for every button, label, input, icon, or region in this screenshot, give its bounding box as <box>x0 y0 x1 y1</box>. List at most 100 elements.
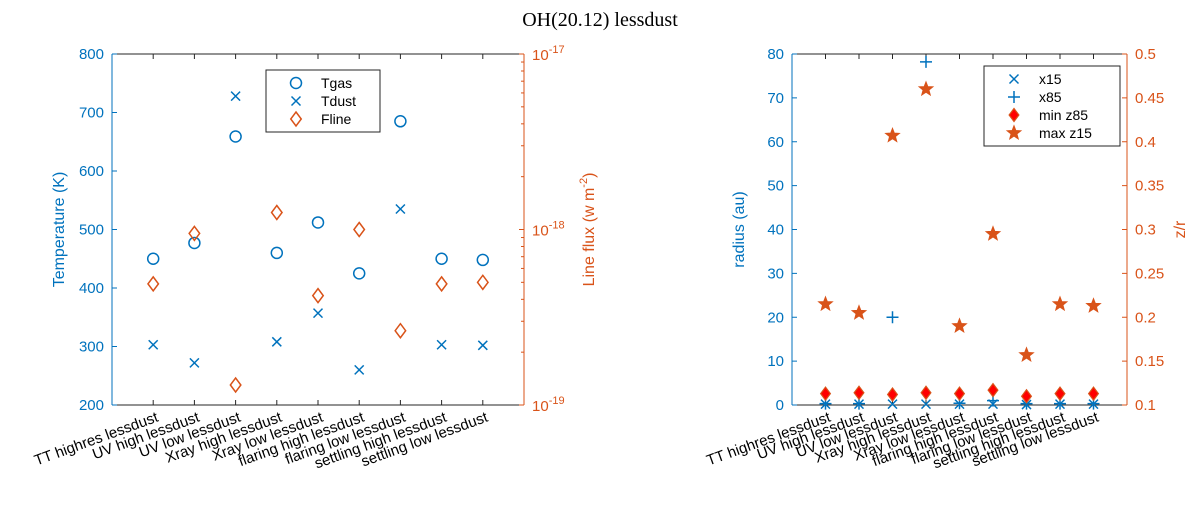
point-min-z85 <box>1020 388 1033 404</box>
right-tick-label: 0.3 <box>1135 222 1156 239</box>
left-axis-label: Temperature (K) <box>51 172 68 288</box>
point-fline <box>147 275 160 293</box>
point-min-z85 <box>853 385 865 401</box>
point-min-z85 <box>1087 386 1100 402</box>
left-tick-label: 10 <box>767 353 784 370</box>
point-tgas <box>146 252 160 265</box>
legend-marker <box>290 95 302 107</box>
point-max-z15 <box>817 295 834 312</box>
point-tgas <box>476 253 490 267</box>
point-tdust <box>312 308 324 319</box>
left-tick-label: 200 <box>79 397 104 414</box>
legend-label: min z85 <box>1039 107 1088 123</box>
right-tick-label: 0.35 <box>1135 178 1164 195</box>
legend-label: x85 <box>1039 89 1062 105</box>
point-min-z85 <box>1054 386 1066 402</box>
left-axis-label: radius (au) <box>731 191 748 267</box>
right-tick-label: 0.25 <box>1135 265 1164 282</box>
point-tdust <box>436 339 447 350</box>
point-x15 <box>887 399 898 410</box>
left-tick-label: 20 <box>767 309 784 326</box>
point-fline <box>476 274 489 291</box>
point-tgas <box>394 115 407 128</box>
figure-title: OH(20.12) lessdust <box>522 9 678 31</box>
point-fline <box>229 376 242 394</box>
point-fline <box>188 225 201 242</box>
left-tick-label: 800 <box>79 46 104 63</box>
left-tick-label: 700 <box>79 105 104 122</box>
point-min-z85 <box>920 385 932 401</box>
legend-label: Tdust <box>321 93 356 109</box>
point-tdust <box>230 91 241 102</box>
left-tick-label: 30 <box>767 265 784 282</box>
point-x85 <box>886 311 899 324</box>
right-tick-label: 0.45 <box>1135 90 1164 107</box>
left-tick-label: 40 <box>767 222 784 239</box>
point-tdust <box>271 336 282 347</box>
legend-box <box>983 65 1121 147</box>
point-tgas <box>188 236 201 250</box>
legend-label: max z15 <box>1039 125 1092 141</box>
legend-label: Fline <box>321 111 352 127</box>
point-max-z15 <box>1051 295 1069 312</box>
point-min-z85 <box>886 386 899 402</box>
left-tick-label: 300 <box>79 339 104 356</box>
point-tdust <box>395 203 406 215</box>
right-tick-label: 0.5 <box>1135 46 1156 63</box>
right-tick-label: 0.15 <box>1135 353 1164 370</box>
point-fline <box>394 322 407 339</box>
point-max-z15 <box>917 80 935 97</box>
point-tgas <box>229 130 242 143</box>
point-tdust <box>189 357 200 368</box>
point-fline <box>311 287 325 304</box>
point-max-z15 <box>884 126 901 143</box>
point-min-z85 <box>819 386 832 402</box>
point-tgas <box>435 252 448 265</box>
point-max-z15 <box>850 304 868 320</box>
point-max-z15 <box>1085 297 1102 313</box>
right-tick-label: 10-18 <box>532 220 565 240</box>
legend-label: Tgas <box>321 75 352 91</box>
legend-box <box>265 69 381 133</box>
point-fline <box>353 221 366 238</box>
legend-marker <box>289 76 303 90</box>
legend-marker <box>1008 107 1020 123</box>
point-x15 <box>920 399 932 410</box>
left-tick-label: 70 <box>767 90 784 107</box>
right-tick-label: 0.4 <box>1135 134 1156 151</box>
point-x85 <box>920 55 932 68</box>
point-max-z15 <box>1018 346 1035 362</box>
legend-marker <box>1008 73 1020 85</box>
left-tick-label: 50 <box>767 178 784 195</box>
left-tick-label: 400 <box>79 280 104 297</box>
point-max-z15 <box>951 317 968 333</box>
right-tick-label: 10-19 <box>532 395 565 415</box>
point-tgas <box>270 246 284 260</box>
right-tick-label: 0.1 <box>1135 397 1156 414</box>
legend-marker <box>289 110 303 128</box>
left-tick-label: 80 <box>767 46 784 63</box>
left-tick-label: 0 <box>776 397 784 414</box>
point-tdust <box>477 340 488 351</box>
left-tick-label: 500 <box>79 222 104 239</box>
legend-marker <box>1008 91 1020 103</box>
legend-marker <box>1005 124 1023 140</box>
right-axis-label: z/r <box>1172 220 1189 238</box>
legend-label: x15 <box>1039 71 1062 87</box>
right-axis-label: Line flux (w m-2) <box>578 173 598 287</box>
point-fline <box>435 275 448 293</box>
point-tdust <box>148 339 159 350</box>
point-tgas <box>311 216 325 229</box>
point-min-z85 <box>987 382 999 398</box>
right-tick-label: 10-17 <box>532 44 565 64</box>
point-tgas <box>352 267 366 280</box>
point-fline <box>270 204 283 221</box>
point-min-z85 <box>953 386 966 402</box>
point-tdust <box>354 364 365 375</box>
point-max-z15 <box>984 225 1002 241</box>
left-tick-label: 600 <box>79 163 104 180</box>
left-tick-label: 60 <box>767 134 784 151</box>
